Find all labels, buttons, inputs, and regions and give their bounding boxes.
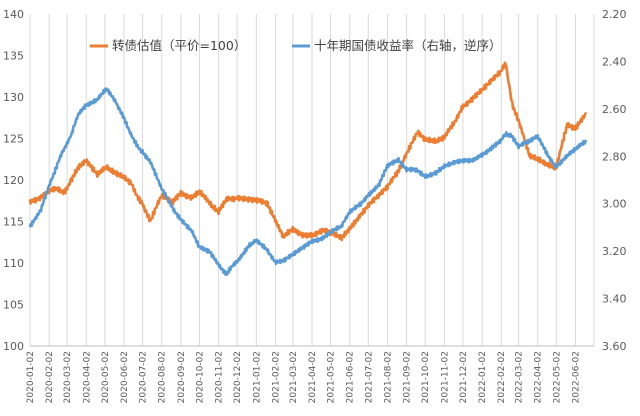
x-tick-label-21: 2021-10-02 [421,351,431,403]
x-tick-label-6: 2020-07-02 [139,351,149,403]
x-tick-label-17: 2021-06-02 [346,351,356,403]
y-tick-label-0: 100 [3,340,24,353]
x-tick-label-9: 2020-10-02 [195,351,205,403]
y2-tick-label-5: 3.20 [602,245,627,258]
x-tick-label-23: 2021-12-02 [459,351,469,403]
x-tick-label-2: 2020-03-02 [63,351,73,403]
y-tick-label-6: 130 [3,91,24,104]
x-tick-label-19: 2021-08-02 [383,351,393,403]
x-tick-label-24: 2022-01-02 [478,351,488,403]
gridlines [29,14,595,347]
x-tick-label-7: 2020-08-02 [158,351,168,403]
x-tick-label-26: 2022-03-02 [515,351,525,403]
y-tick-label-2: 110 [3,257,24,270]
x-tick-label-20: 2021-09-02 [403,351,413,403]
left-axis-ticks: 100 105 110 115 120 125 130 135 140 [3,8,24,353]
series-line-1 [28,87,588,277]
x-tick-label-15: 2021-04-02 [308,351,318,403]
x-tick-label-29: 2022-06-02 [571,351,581,403]
y2-tick-label-2: 2.60 [602,103,627,116]
x-tick-label-8: 2020-09-02 [177,351,187,403]
y2-tick-label-3: 2.80 [602,150,627,163]
legend: 转债估值（平价=100） 十年期国债收益率（右轴，逆序） [90,38,502,53]
x-axis-ticks: 2020-01-02 2020-02-02 2020-03-02 2020-04-02… [26,351,581,403]
x-tick-label-18: 2021-07-02 [364,351,374,403]
y2-tick-label-7: 3.60 [602,340,627,353]
legend-label-convertible-valuation: 转债估值（平价=100） [112,38,246,53]
x-tick-label-3: 2020-04-02 [82,351,92,403]
legend-label-10y-yield: 十年期国债收益率（右轴，逆序） [314,38,502,53]
right-axis-ticks: 2.20 2.40 2.60 2.80 3.00 3.20 3.40 3.60 [602,8,627,353]
x-tick-label-28: 2022-05-02 [552,351,562,403]
y2-tick-label-6: 3.40 [602,293,627,306]
y-tick-label-5: 125 [3,133,24,146]
y-tick-label-7: 135 [3,50,24,63]
x-tick-label-11: 2020-12-02 [233,351,243,403]
x-tick-label-5: 2020-06-02 [120,351,130,403]
x-tick-label-0: 2020-01-02 [26,351,36,403]
x-tick-label-22: 2021-11-02 [440,351,450,403]
x-tick-label-16: 2021-05-02 [327,351,337,403]
x-tick-label-25: 2022-02-02 [497,351,507,403]
y2-tick-label-4: 3.00 [602,198,627,211]
x-tick-label-13: 2021-02-02 [272,351,282,403]
x-tick-label-10: 2020-11-02 [215,351,225,403]
x-tick-label-14: 2021-03-02 [289,351,299,403]
y-tick-label-1: 105 [3,299,24,312]
series-lines [28,61,588,277]
y-tick-label-4: 120 [3,174,24,187]
x-tick-label-27: 2022-04-02 [534,351,544,403]
y2-tick-label-1: 2.40 [602,55,627,68]
y2-tick-label-0: 2.20 [602,8,627,21]
x-tick-label-12: 2021-01-02 [252,351,262,403]
y-tick-label-8: 140 [3,8,24,21]
x-tick-label-4: 2020-05-02 [101,351,111,403]
x-tick-label-1: 2020-02-02 [45,351,55,403]
y-tick-label-3: 115 [3,216,24,229]
series-line-0 [28,61,587,242]
